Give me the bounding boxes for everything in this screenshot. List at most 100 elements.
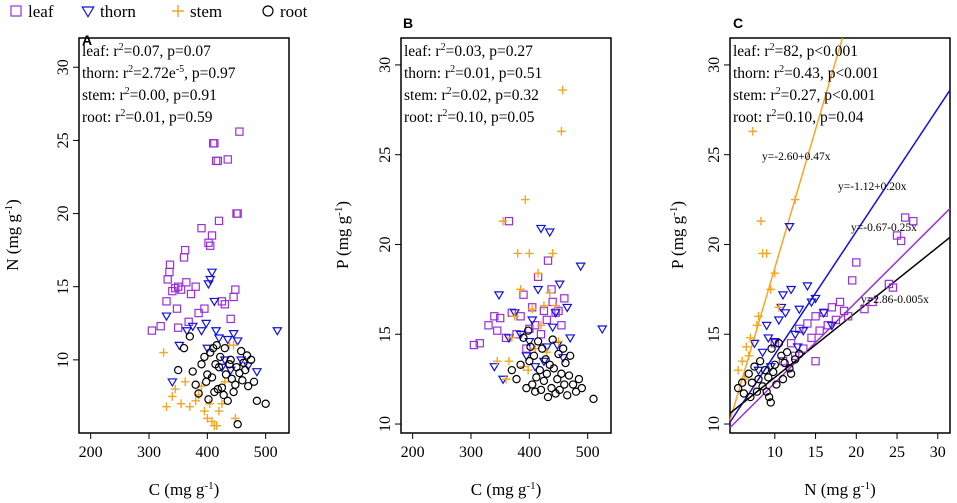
panel-a-point-leaf xyxy=(220,300,230,309)
fit-line-root xyxy=(729,236,951,414)
panel-a-point-stem xyxy=(168,392,177,401)
panel-c-x-axis-label: N (mg g-1) xyxy=(804,480,876,499)
panel-b-point-stem xyxy=(492,356,502,366)
panel-c-label: C xyxy=(733,15,743,31)
panel-c-point-root xyxy=(774,339,784,348)
panel-b-point-leaf xyxy=(495,313,505,323)
panel-c-x-tick-label: 20 xyxy=(848,444,864,461)
panel-a-point-leaf xyxy=(186,289,196,299)
panel-b-point-root xyxy=(565,351,575,360)
panel-c-point-root xyxy=(755,356,765,366)
panel-c-point-root xyxy=(764,392,774,402)
panel-b-stats: leaf: r2=0.03, p=0.27 thorn: r2=0.01, p=0… xyxy=(404,42,542,126)
panel-a-stat-thorn: thorn: r2=2.72e-5, p=0.97 xyxy=(82,64,236,82)
panel-c-point-leaf xyxy=(868,297,877,307)
panel-a-point-leaf xyxy=(217,297,227,306)
panel-b-point-root xyxy=(525,356,534,366)
panel-b-y-tick-label: 25 xyxy=(377,147,394,163)
panel-b-point-root xyxy=(536,385,546,395)
panel-c-fit-labels: y=-2.60+0.47x y=-1.12+0.20x y=-0.67-0.25x y… xyxy=(762,151,929,306)
panel-a-point-leaf xyxy=(176,285,186,294)
panel-a-point-stem xyxy=(176,399,186,409)
panel-c-points xyxy=(733,127,918,407)
panel-c-y-tick-label: 25 xyxy=(706,147,723,163)
panel-c-point-leaf xyxy=(807,333,816,343)
panel-a-point-root xyxy=(173,365,183,375)
legend-label-leaf: leaf xyxy=(28,2,54,21)
panel-a-point-stem xyxy=(159,348,168,357)
panel-a-point-leaf xyxy=(172,304,182,313)
legend-marker-stem xyxy=(172,5,184,17)
panel-b-point-leaf xyxy=(519,290,528,299)
panel-c-point-root xyxy=(767,344,776,353)
panel-c-point-thorn xyxy=(773,316,785,326)
panel-a-x-tick-label: 400 xyxy=(195,444,219,461)
panel-a-point-leaf xyxy=(165,260,175,269)
panel-b-point-thorn xyxy=(538,357,550,367)
panel-c-point-root xyxy=(746,392,755,402)
panel-b-point-stem xyxy=(507,333,517,343)
panel-a-point-root xyxy=(220,343,230,353)
panel-b-point-root xyxy=(568,380,578,389)
panel-c-point-leaf xyxy=(909,216,918,226)
panel-c-point-root xyxy=(766,398,775,407)
panel-c-point-root xyxy=(785,364,794,373)
panel-a-point-root xyxy=(242,351,252,360)
panel-a-point-root xyxy=(226,355,235,365)
panel-c-point-root xyxy=(762,387,771,396)
panel-b-point-root xyxy=(555,385,564,395)
panel-b-point-root xyxy=(507,365,517,375)
panel-b-point-thorn xyxy=(541,343,553,353)
panel-b-point-root xyxy=(541,355,550,364)
panel-b-point-root xyxy=(529,351,539,360)
panel-b-point-thorn xyxy=(544,228,555,238)
panel-c-point-root xyxy=(790,355,800,364)
panel-a-x-axis-label: C (mg g-1) xyxy=(149,480,220,499)
panel-b-y-tick-label: 15 xyxy=(377,326,394,342)
panel-a-point-leaf xyxy=(184,317,193,327)
panel-c-stat-thorn: thorn: r2=0.43, p<0.001 xyxy=(733,64,879,82)
legend-label-root: root xyxy=(280,2,308,21)
panel-c-y-tick-label: 30 xyxy=(706,57,723,73)
panel-a-point-thorn xyxy=(222,335,233,345)
panel-c-point-thorn xyxy=(826,321,838,331)
panel-b-point-root xyxy=(557,369,566,378)
panel-b-point-stem xyxy=(513,249,522,258)
panel-b-stat-thorn: thorn: r2=0.01, p=0.51 xyxy=(404,64,542,82)
panel-a-point-root xyxy=(215,352,225,362)
panel-c-point-thorn xyxy=(765,363,776,372)
panel-b-point-stem xyxy=(551,301,560,310)
panel-b-point-root xyxy=(526,342,535,352)
panel-c-point-stem xyxy=(746,333,755,343)
panel-c-y-tick-label: 15 xyxy=(706,326,723,342)
panel-a-point-leaf xyxy=(197,223,206,233)
panel-c-point-root xyxy=(733,383,743,393)
panel-b-point-root xyxy=(522,383,531,393)
panel-a-point-root xyxy=(225,360,234,369)
fit-equation-leaf: y=-0.67-0.25x xyxy=(851,222,917,234)
panel-b-point-root xyxy=(553,374,562,384)
legend-marker-root xyxy=(262,5,274,17)
panel-a-point-root xyxy=(243,381,253,391)
panel-b-point-thorn xyxy=(575,262,586,272)
panel-a-point-leaf xyxy=(231,285,240,294)
panel-a-point-root xyxy=(221,370,231,379)
panel-b-point-stem xyxy=(539,301,549,310)
panel-a-y-axis-label: N (mg g-1) xyxy=(3,199,22,271)
panel-b-point-root xyxy=(547,383,556,393)
panel-a-point-leaf xyxy=(156,322,165,331)
panel-a-point-thorn xyxy=(210,327,222,336)
panel-b-x-tick-label: 500 xyxy=(576,444,600,461)
panel-c-x-tick-label: 30 xyxy=(930,444,946,461)
panel-c-x-tick-label: 25 xyxy=(889,444,905,461)
panel-c-point-root xyxy=(754,374,763,384)
panel-b-point-leaf xyxy=(547,285,556,294)
panel-c-stat-stem: stem: r2=0.27, p<0.001 xyxy=(733,86,876,104)
panel-a-point-root xyxy=(212,341,221,350)
panel-a-point-leaf xyxy=(163,275,172,284)
panel-c-point-thorn xyxy=(757,348,768,358)
panel-a-point-root xyxy=(229,387,238,397)
panel-a-point-thorn xyxy=(174,341,185,351)
panel-c-point-root xyxy=(750,362,759,371)
panel-c-stat-root: root: r2=0.10, p=0.04 xyxy=(733,108,864,126)
